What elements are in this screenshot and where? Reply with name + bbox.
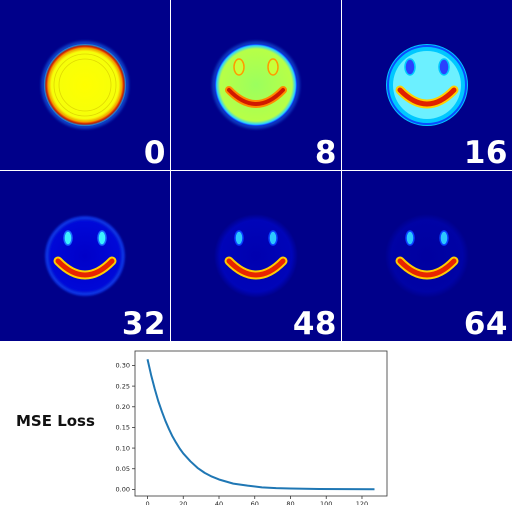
face-edge: [45, 216, 125, 296]
heatmap-image: [0, 0, 170, 170]
step-label: 64: [463, 306, 508, 341]
y-tick-label: 0.10: [116, 444, 130, 452]
right-eye-blob: [267, 58, 279, 76]
face-glow: [44, 215, 126, 297]
face-inner: [393, 51, 461, 119]
right-eye-blob: [97, 230, 107, 246]
loss-chart-title: MSE Loss: [16, 412, 95, 430]
step-label: 8: [314, 135, 337, 170]
x-tick-label: 120: [356, 500, 368, 505]
left-eye-blob: [405, 230, 415, 246]
face-glow: [385, 214, 469, 298]
heatmap-image: [171, 171, 341, 341]
x-tick-label: 100: [320, 500, 332, 505]
heatmap-image: [171, 0, 341, 170]
snapshot-tile: 8: [171, 0, 341, 170]
face-glow: [214, 214, 298, 298]
snapshot-tile: 48: [171, 171, 341, 341]
x-tick-label: 60: [251, 500, 259, 505]
right-eye-blob: [268, 230, 278, 246]
mouth-blob: [227, 88, 285, 106]
face-edge: [387, 45, 467, 125]
left-eye-blob: [63, 230, 73, 246]
left-eye-blob: [404, 58, 416, 76]
mouth-blob: [226, 258, 286, 278]
step-label: 16: [463, 135, 508, 170]
disk-blob: [44, 44, 126, 126]
step-label: 32: [121, 306, 166, 341]
y-tick-label: 0.15: [116, 424, 130, 432]
snapshot-tile: 0: [0, 0, 170, 170]
plot-frame: [134, 350, 388, 497]
snapshot-tile: 16: [342, 0, 512, 170]
x-tick-label: 80: [286, 500, 294, 505]
mouth-blob: [397, 87, 457, 107]
right-eye-blob: [439, 230, 449, 246]
disk-ring: [58, 58, 112, 112]
snapshot-tile: 32: [0, 171, 170, 341]
heatmap-image: [0, 171, 170, 341]
loss-chart: 0.00 0.05 0.10 0.15 0.20 0.25 0.30 0 20 40 60 80 100…: [116, 350, 388, 505]
left-eye-blob: [233, 58, 245, 76]
snapshot-grid: 0 8 16 32 48 64: [0, 0, 512, 341]
x-tick-label: 0: [145, 500, 149, 505]
mouth-blob: [397, 258, 457, 278]
y-tick-label: 0.30: [116, 362, 130, 370]
step-label: 48: [292, 306, 337, 341]
heatmap-image: [342, 0, 512, 170]
y-tick-label: 0.05: [116, 465, 130, 473]
right-eye-blob: [438, 58, 450, 76]
x-tick-label: 40: [215, 500, 223, 505]
disk-ring: [48, 48, 122, 122]
y-tick-label: 0.00: [116, 486, 130, 494]
face-blob: [215, 44, 297, 126]
left-eye-blob: [234, 230, 244, 246]
x-tick-label: 20: [179, 500, 187, 505]
loss-series-line: [146, 359, 375, 491]
heatmap-image: [342, 171, 512, 341]
mouth-blob: [55, 258, 115, 278]
disk-ring: [53, 53, 117, 117]
y-tick-label: 0.20: [116, 403, 130, 411]
step-label: 0: [143, 135, 166, 170]
y-tick-label: 0.25: [116, 382, 130, 390]
snapshot-tile: 64: [342, 171, 512, 341]
